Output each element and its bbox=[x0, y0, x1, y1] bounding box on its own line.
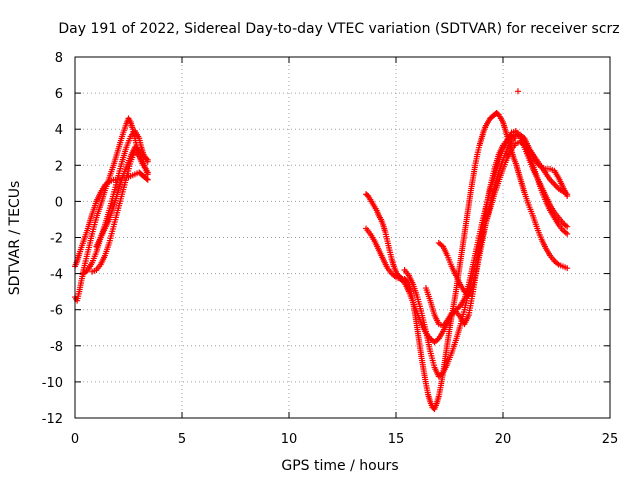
x-tick-label: 15 bbox=[388, 432, 405, 447]
y-tick-label: -8 bbox=[50, 340, 63, 355]
grid-lines bbox=[75, 57, 610, 418]
data-point bbox=[514, 88, 521, 95]
x-tick-label: 25 bbox=[602, 432, 619, 447]
data-point bbox=[143, 175, 150, 182]
data-point bbox=[144, 156, 151, 163]
plot-frame bbox=[74, 56, 611, 419]
data-point bbox=[564, 192, 571, 199]
y-tick-label: -10 bbox=[42, 376, 63, 391]
y-tick-label: 6 bbox=[55, 87, 63, 102]
y-tick-label: -4 bbox=[50, 268, 63, 283]
data-point bbox=[564, 223, 571, 230]
x-tick-label: 5 bbox=[178, 432, 186, 447]
axis-ticks: 0 5 10 15 20 25 -12 -10 -8 -6 -4 -2 0 2 4 6 8 bbox=[42, 51, 619, 447]
y-axis-label: SDTVAR / TECUs bbox=[7, 181, 23, 296]
y-tick-label: 2 bbox=[55, 159, 63, 174]
y-tick-label: 0 bbox=[55, 195, 63, 210]
x-tick-label: 0 bbox=[71, 432, 79, 447]
x-tick-label: 10 bbox=[281, 432, 298, 447]
y-tick-label: 4 bbox=[55, 123, 63, 138]
data-point bbox=[144, 176, 151, 183]
y-tick-label: -12 bbox=[42, 412, 63, 427]
y-tick-label: -2 bbox=[50, 232, 63, 247]
data-point bbox=[564, 230, 571, 237]
data-point bbox=[144, 169, 151, 176]
x-axis-label: GPS time / hours bbox=[281, 458, 398, 474]
data-point bbox=[564, 265, 571, 272]
chart-title: Day 191 of 2022, Sidereal Day-to-day VTE… bbox=[58, 21, 619, 37]
x-tick-label: 20 bbox=[495, 432, 512, 447]
y-tick-label: 8 bbox=[55, 51, 63, 66]
y-tick-label: -6 bbox=[50, 304, 63, 319]
data-points bbox=[72, 88, 571, 412]
